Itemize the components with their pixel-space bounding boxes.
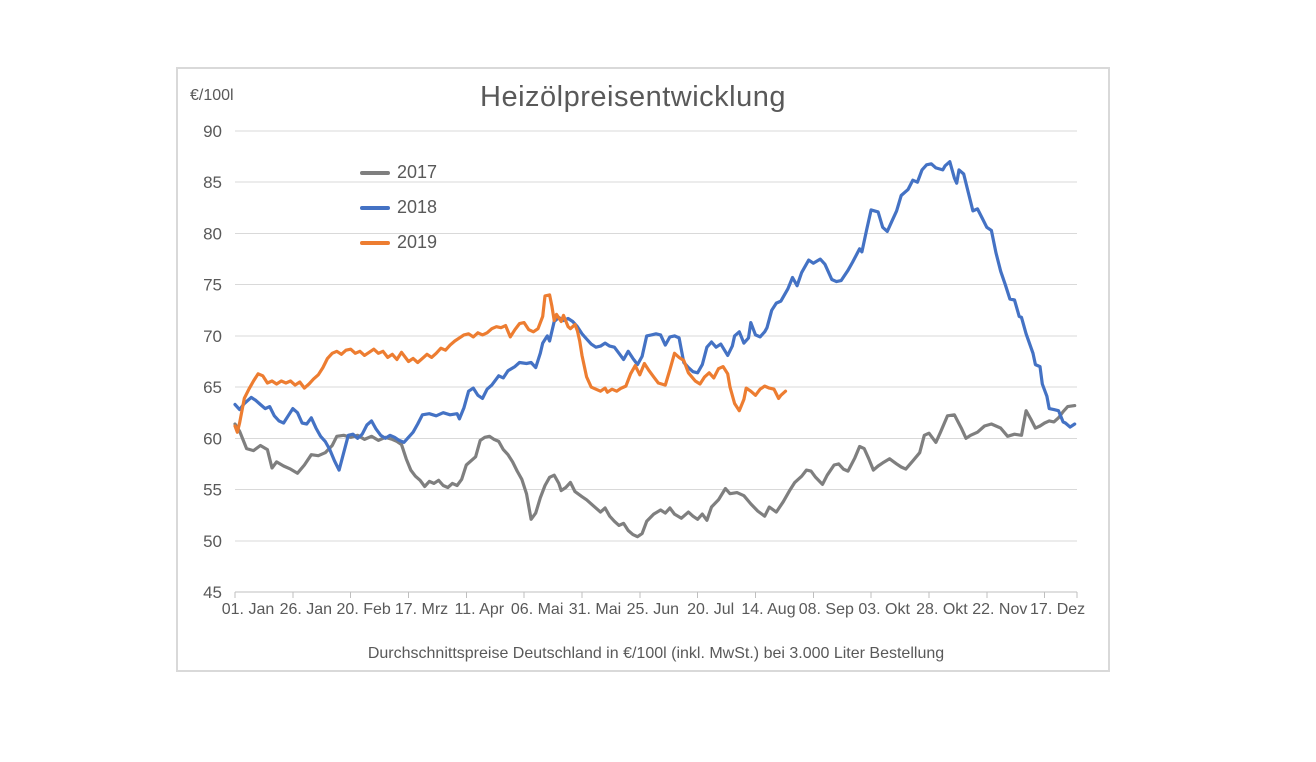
y-axis-unit-label: €/100l [190,87,234,104]
y-tick-label: 70 [203,327,222,346]
legend: 2017 2018 2019 [360,155,437,260]
legend-item-2019[interactable]: 2019 [360,225,437,260]
x-tick-label: 14. Aug [741,601,795,618]
series-line-2017[interactable] [233,404,1077,539]
x-tick-label: 26. Jan [280,601,332,618]
y-tick-label: 45 [203,583,222,602]
x-tick-label: 20. Feb [337,601,391,618]
x-tick-label: 06. Mai [511,601,563,618]
x-tick-label: 17. Mrz [395,601,448,618]
series-line-2019[interactable] [233,293,788,434]
price-chart-plot-area[interactable]: 01. Jan 26. Jan 20. Feb 17. Mrz 11. Apr 06. M… [178,69,1108,670]
legend-swatch-2018 [360,205,390,210]
series-line-2018[interactable] [233,160,1077,472]
legend-item-2018[interactable]: 2018 [360,190,437,225]
x-tick-label: 03. Okt [858,601,910,618]
y-tick-label: 90 [203,122,222,141]
chart-footer-note: Durchschnittspreise Deutschland in €/100… [367,645,945,662]
x-tick-label: 25. Jun [627,601,679,618]
x-tick-label: 22. Nov [972,601,1027,618]
legend-swatch-2017 [360,170,390,175]
x-tick-label: 28. Okt [916,601,968,618]
chart-title: Heizölpreisentwicklung [480,81,786,113]
x-tick-label: 11. Apr [455,601,505,618]
y-tick-label: 55 [203,481,222,500]
x-tick-label: 08. Sep [799,601,854,618]
y-tick-label: 85 [203,173,222,192]
x-tick-label: 17. Dez [1030,601,1085,618]
x-tick-label: 01. Jan [222,601,274,618]
x-tick-label: 31. Mai [569,601,621,618]
y-tick-label: 75 [203,276,222,295]
chart-container[interactable]: 01. Jan 26. Jan 20. Feb 17. Mrz 11. Apr 06. M… [176,67,1110,672]
y-tick-label: 80 [203,224,222,243]
legend-label: 2019 [397,232,438,252]
legend-label: 2017 [397,162,438,182]
y-tick-label: 65 [203,378,222,397]
y-tick-label: 50 [203,532,222,551]
legend-item-2017[interactable]: 2017 [360,155,437,190]
legend-label: 2018 [397,197,438,217]
x-tick-label: 20. Jul [687,601,734,618]
legend-swatch-2019 [360,240,390,245]
y-tick-label: 60 [203,429,222,448]
